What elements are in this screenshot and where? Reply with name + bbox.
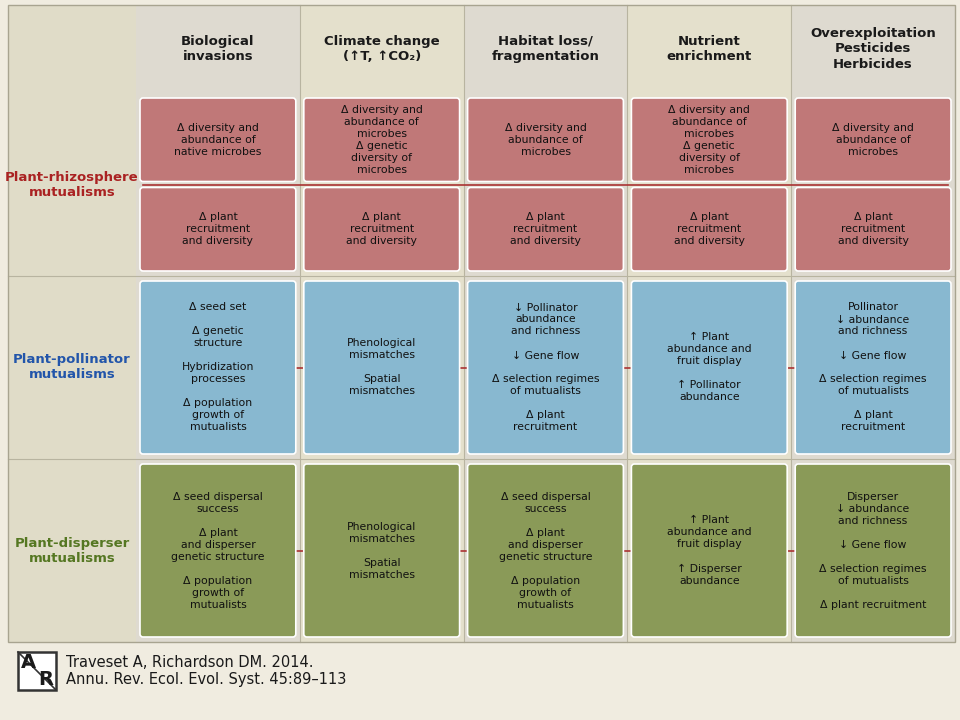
Text: ↑ Plant
abundance and
fruit display

↑ Pollinator
abundance: ↑ Plant abundance and fruit display ↑ Po…: [667, 333, 752, 402]
Text: Δ plant
recruitment
and diversity: Δ plant recruitment and diversity: [182, 212, 253, 246]
Text: Δ diversity and
abundance of
microbes
Δ genetic
diversity of
microbes: Δ diversity and abundance of microbes Δ …: [341, 104, 422, 175]
Text: Annu. Rev. Ecol. Evol. Syst. 45:89–113: Annu. Rev. Ecol. Evol. Syst. 45:89–113: [66, 672, 347, 687]
FancyBboxPatch shape: [303, 98, 460, 181]
Text: Plant-rhizosphere
mutualisms: Plant-rhizosphere mutualisms: [5, 171, 139, 199]
Text: Biological
invasions: Biological invasions: [181, 35, 254, 63]
FancyBboxPatch shape: [468, 281, 623, 454]
FancyBboxPatch shape: [795, 187, 951, 271]
Text: Δ plant
recruitment
and diversity: Δ plant recruitment and diversity: [838, 212, 908, 246]
FancyBboxPatch shape: [140, 98, 296, 181]
Bar: [8, 5, 955, 642]
Bar: [8, 5, 955, 642]
Text: ↓ Pollinator
abundance
and richness

↓ Gene flow

Δ selection regimes
of mutuali: ↓ Pollinator abundance and richness ↓ Ge…: [492, 302, 599, 433]
Text: Traveset A, Richardson DM. 2014.: Traveset A, Richardson DM. 2014.: [66, 655, 314, 670]
FancyBboxPatch shape: [632, 98, 787, 181]
FancyBboxPatch shape: [303, 464, 460, 637]
Bar: [791, 5, 955, 642]
Text: Climate change
(↑T, ↑CO₂): Climate change (↑T, ↑CO₂): [324, 35, 440, 63]
Bar: [300, 5, 464, 642]
FancyBboxPatch shape: [468, 98, 623, 181]
Text: R: R: [37, 670, 53, 689]
FancyBboxPatch shape: [795, 281, 951, 454]
Bar: [464, 5, 628, 642]
Text: Δ diversity and
abundance of
microbes: Δ diversity and abundance of microbes: [505, 122, 587, 157]
Text: A: A: [21, 653, 36, 672]
Text: Δ seed set

Δ genetic
structure

Hybridization
processes

Δ population
growth of: Δ seed set Δ genetic structure Hybridiza…: [181, 302, 254, 433]
FancyBboxPatch shape: [140, 187, 296, 271]
Text: Δ seed dispersal
success

Δ plant
and disperser
genetic structure

Δ population
: Δ seed dispersal success Δ plant and dis…: [499, 492, 592, 610]
Text: Pollinator
↓ abundance
and richness

↓ Gene flow

Δ selection regimes
of mutuali: Pollinator ↓ abundance and richness ↓ Ge…: [819, 302, 926, 433]
FancyBboxPatch shape: [632, 281, 787, 454]
Text: Phenological
mismatches

Spatial
mismatches: Phenological mismatches Spatial mismatch…: [348, 338, 417, 397]
FancyBboxPatch shape: [303, 187, 460, 271]
Text: Overexploitation
Pesticides
Herbicides: Overexploitation Pesticides Herbicides: [810, 27, 936, 71]
Text: Δ diversity and
abundance of
native microbes: Δ diversity and abundance of native micr…: [174, 122, 261, 157]
Text: Nutrient
enrichment: Nutrient enrichment: [666, 35, 752, 63]
Text: Δ plant
recruitment
and diversity: Δ plant recruitment and diversity: [347, 212, 418, 246]
FancyBboxPatch shape: [468, 464, 623, 637]
FancyBboxPatch shape: [468, 187, 623, 271]
FancyBboxPatch shape: [632, 187, 787, 271]
FancyBboxPatch shape: [140, 464, 296, 637]
FancyBboxPatch shape: [795, 464, 951, 637]
FancyBboxPatch shape: [632, 464, 787, 637]
Text: Habitat loss/
fragmentation: Habitat loss/ fragmentation: [492, 35, 599, 63]
Text: Δ plant
recruitment
and diversity: Δ plant recruitment and diversity: [510, 212, 581, 246]
Bar: [628, 5, 791, 642]
Text: ↑ Plant
abundance and
fruit display

↑ Disperser
abundance: ↑ Plant abundance and fruit display ↑ Di…: [667, 516, 752, 585]
Text: Plant-disperser
mutualisms: Plant-disperser mutualisms: [14, 536, 130, 564]
Text: Disperser
↓ abundance
and richness

↓ Gene flow

Δ selection regimes
of mutualis: Disperser ↓ abundance and richness ↓ Gen…: [819, 492, 926, 610]
FancyBboxPatch shape: [795, 98, 951, 181]
FancyBboxPatch shape: [140, 281, 296, 454]
Text: Δ diversity and
abundance of
microbes
Δ genetic
diversity of
microbes: Δ diversity and abundance of microbes Δ …: [668, 104, 750, 175]
Text: Δ diversity and
abundance of
microbes: Δ diversity and abundance of microbes: [832, 122, 914, 157]
Text: Δ plant
recruitment
and diversity: Δ plant recruitment and diversity: [674, 212, 745, 246]
Text: Δ seed dispersal
success

Δ plant
and disperser
genetic structure

Δ population
: Δ seed dispersal success Δ plant and dis…: [171, 492, 265, 610]
Text: Plant-pollinator
mutualisms: Plant-pollinator mutualisms: [13, 354, 131, 382]
Bar: [18, 652, 56, 690]
FancyBboxPatch shape: [303, 281, 460, 454]
Text: Phenological
mismatches

Spatial
mismatches: Phenological mismatches Spatial mismatch…: [348, 521, 417, 580]
Bar: [136, 5, 300, 642]
